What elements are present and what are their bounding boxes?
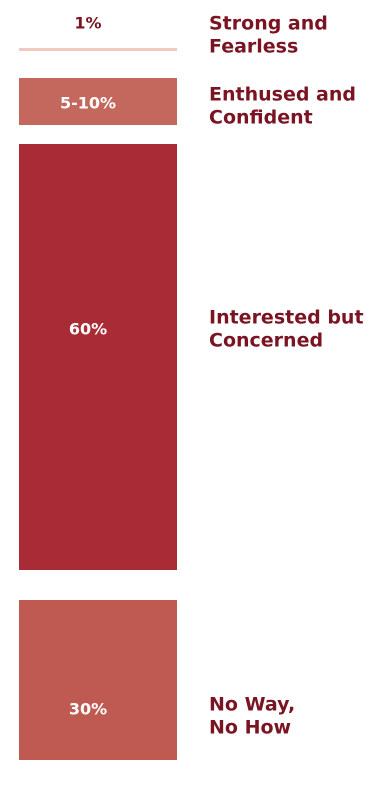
bar-4 [19,600,177,760]
category-label-2-line-2: Confident [209,107,313,129]
bar-1 [19,48,177,51]
category-label-1-line-2: Fearless [209,36,298,58]
bar-value-label-2: 5-10% [60,94,116,113]
bar-value-label-3: 60% [69,320,107,339]
bar-3 [19,144,177,570]
category-label-3-line-1: Interested but [209,307,364,329]
bar-2 [19,78,177,125]
bar-value-label-1: 1% [74,14,101,33]
category-label-4-line-1: No Way, [209,694,295,716]
category-label-4-line-2: No How [209,717,291,739]
category-label-2-line-1: Enthused and [209,84,356,106]
category-label-3-line-2: Concerned [209,330,323,352]
bar-value-label-4: 30% [69,700,107,719]
category-label-1-line-1: Strong and [209,13,328,35]
